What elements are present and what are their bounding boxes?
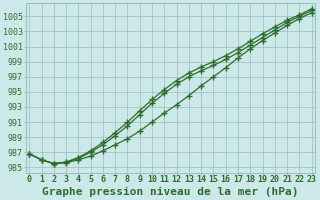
X-axis label: Graphe pression niveau de la mer (hPa): Graphe pression niveau de la mer (hPa) [42, 187, 299, 197]
